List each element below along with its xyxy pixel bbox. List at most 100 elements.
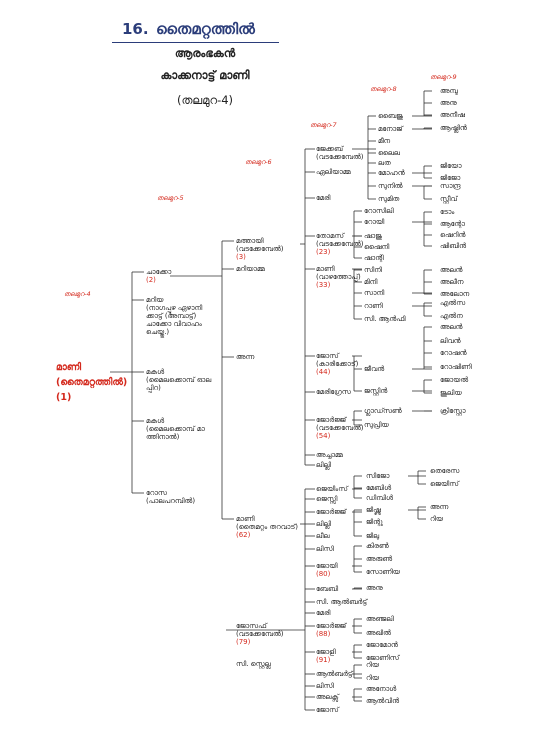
person-gen6: മറിയാമ്മ <box>236 265 265 273</box>
person-gen9: ക്രിസ്റ്റോ <box>440 407 466 415</box>
generation-label-7: തലമുറ-7 <box>310 121 337 129</box>
person-gen8: കിരൺ <box>366 542 389 550</box>
person-gen8: മീന <box>378 137 391 145</box>
person-gen7: ജെയിംസ് <box>316 485 348 493</box>
person-joseph: ജോസഫ് (വടക്കേമ്പേൽ) (79) <box>236 622 284 646</box>
generation-note: (തലമുറ-4) <box>176 93 234 107</box>
person-gen7: അച്ചാമ്മ <box>316 451 343 459</box>
person-gen9: അലോന <box>440 290 470 298</box>
person-gen6: മാണി (തൈമറ്റം തറവാട്) (62) <box>236 515 298 539</box>
root-name: മാണി <box>56 362 82 373</box>
person-gen8: അനോൾ <box>366 685 397 693</box>
person-gen6: മത്തായി (വടക്കേമ്പേൽ) (3) <box>236 237 284 261</box>
root-number: (1) <box>56 392 72 403</box>
person-gen7: മാണി (വാഴത്തോപ്പ്) (33) <box>316 265 361 289</box>
person-gen5: മകൾ (മൈലക്കൊമ്പ് മാ ത്തിനാൽ) <box>146 417 205 441</box>
person-gen9: എൽന <box>440 312 463 320</box>
person-gen8: ഡിമ്പിൾ <box>366 494 393 502</box>
person-gen9: അലൻ <box>440 266 463 274</box>
person-gen8: മോഹൻ <box>378 169 405 177</box>
person-gen8: ലൈല <box>378 149 400 157</box>
person-gen7: ജോർജ്ജ് <box>316 508 347 516</box>
person-gen9: ആന്റോ <box>440 220 465 228</box>
person-gen9: ജൂലിയ <box>440 389 462 397</box>
person-gen8: ജിഷ്ണു <box>366 506 381 514</box>
person-gen6: അന്ന <box>236 353 255 361</box>
person-gen8: മിനി <box>364 278 378 286</box>
person-gen8: റാണി <box>364 302 383 310</box>
person-gen8: സിനി <box>364 266 382 274</box>
founder-label: ആരംഭകൻ <box>174 46 236 60</box>
person-gen9: ജെയിസ് <box>430 480 459 488</box>
person-gen8: മനോജ് <box>378 125 403 133</box>
person-gen7: ലില്ലി <box>316 461 332 469</box>
person-gen7: ജേക്കബ് (വടക്കേമ്പേൽ) <box>316 145 364 161</box>
person-gen8: അരുൺ <box>366 555 393 563</box>
person-gen9: റോഷൻ <box>440 349 467 357</box>
person-gen5: മകൾ (മൈലക്കൊമ്പ് ഓല പ്പിറ) <box>146 368 212 392</box>
person-gen9: ഷിബിൻ <box>440 242 467 250</box>
person-gen8: അനു <box>366 584 383 592</box>
root-person: മാണി (തൈമറ്റത്തിൽ) (1) <box>56 360 127 405</box>
person-gen8: ജോണിസ് <box>366 654 400 662</box>
person-gen8: ഷൈനി <box>364 243 390 251</box>
person-gen8: റോസിലി <box>364 207 394 215</box>
person-gen8: മേബിൾ <box>366 484 392 492</box>
person-gen7: ജോളി (91) <box>316 648 336 664</box>
person-gen8: ജീവൻ <box>364 365 385 373</box>
generation-label-6: തലമുറ-6 <box>245 158 272 166</box>
chapter-number: 16. <box>122 20 149 38</box>
person-gen8: അഖിൽ <box>366 629 391 637</box>
person-gen9: ഷെറിൻ <box>440 231 466 239</box>
person-gen8: സുപ്രിയ <box>364 421 389 429</box>
person-gen7: ലില്ലി <box>316 520 332 528</box>
person-gen9: അനീഷ <box>440 111 465 119</box>
person-gen8: ബൈജു <box>378 112 403 120</box>
person-gen8: ജിലു <box>366 532 380 540</box>
person-gen8: സിജോ <box>366 472 390 480</box>
person-gen7: ബേബി <box>316 585 339 593</box>
person-gen9: ലിവൻ <box>440 337 461 345</box>
person-gen7: ജോയി (80) <box>316 562 338 578</box>
person-gen9: അന്ന <box>430 503 449 511</box>
person-gen8: സാനി <box>364 289 385 297</box>
generation-label-5: തലമുറ-5 <box>157 194 184 202</box>
person-gen9: സ്റ്റീവ് <box>440 195 458 203</box>
person-gen8: സുമിത <box>378 195 400 203</box>
person-gen7: ലീല <box>316 532 330 540</box>
person-gen9: അലൻ <box>440 323 463 331</box>
person-gen7: ജോർജ്ജ് (88) <box>316 622 347 638</box>
person-gen7: ഏലിയാമ്മ <box>316 168 351 176</box>
person-gen9: ജോയൽ <box>440 376 469 384</box>
person-gen7: ജെസ്സി <box>316 495 338 503</box>
person-gen9: സാന്ദ്ര <box>440 182 461 190</box>
person-gen5: റോസ (പാലപറമ്പിൽ) <box>146 489 196 505</box>
generation-label-9: തലമുറ-9 <box>430 73 457 81</box>
founder-name: കാക്കനാട്ട് മാണി <box>160 68 250 82</box>
person-gen8: ജസ്റ്റിൻ <box>364 387 388 395</box>
generation-label-4: തലമുറ-4 <box>64 290 91 298</box>
person-gen8: ഗ്ലാഡ്സൺ <box>364 407 402 415</box>
person-gen7: ലിസി <box>316 682 334 690</box>
person-gen9: ജിജോ <box>440 174 461 182</box>
person-gen7: അലക്സ് <box>316 693 339 701</box>
person-gen9: ടോം <box>440 208 455 216</box>
family-title: തൈമറ്റത്തിൽ <box>156 20 255 38</box>
person-gen8: ഷാന്റി <box>364 254 384 262</box>
person-gen8: അഞ്ജലി <box>366 615 394 623</box>
person-gen5: ചാക്കോ (2) <box>146 268 172 284</box>
person-gen8: റോയി <box>364 218 385 226</box>
person-gen7: ആൽബർട്ട് <box>316 670 353 678</box>
title-underline <box>112 42 279 43</box>
person-gen9: റോഷിണി <box>440 363 472 371</box>
person-gen8: സുനിൽ <box>378 182 403 190</box>
person-gen7: തോമസ് (വടക്കേമ്പേൽ) (23) <box>316 232 364 256</box>
person-gen8: സോണിയ <box>366 568 400 576</box>
person-gen7: ലിസി <box>316 545 334 553</box>
root-house: (തൈമറ്റത്തിൽ) <box>56 377 128 388</box>
person-gen7: ജോർജ്ജ് (വടക്കേമ്പേൽ) (54) <box>316 416 364 440</box>
person-gen7: മേരിഗ്രേസ <box>316 388 351 396</box>
person-gen5: മറിയ (നാഗപ്പുഴ ഏഴാനി ക്കാട്ട് (അമ്പാട്ട്) ച… <box>146 296 203 336</box>
